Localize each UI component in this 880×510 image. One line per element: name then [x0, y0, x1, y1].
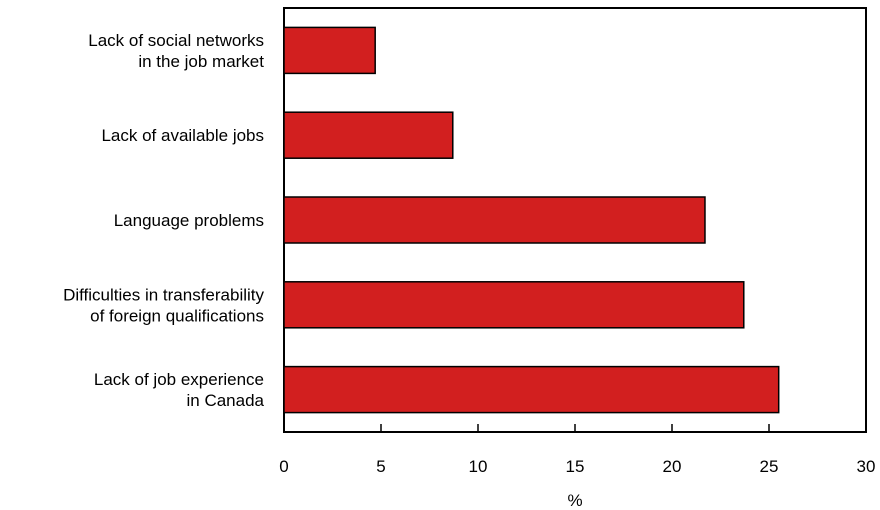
category-label-2-line-0: Language problems	[114, 211, 264, 230]
category-labels: Lack of social networks in the job market…	[63, 31, 264, 410]
x-tick-label-4: 20	[663, 457, 682, 476]
bar-4	[283, 365, 780, 414]
x-axis-ticks: 0 5 10 15 20 25 30	[279, 424, 875, 476]
x-tick-label-5: 25	[760, 457, 779, 476]
bar-3	[283, 281, 745, 329]
category-label-4-line-1: in Canada	[186, 391, 264, 410]
x-tick-label-1: 5	[376, 457, 385, 476]
x-tick-label-0: 0	[279, 457, 288, 476]
category-label-3-line-0: Difficulties in transferability	[63, 285, 264, 304]
x-axis-title: %	[567, 491, 582, 510]
bar-0	[283, 26, 376, 75]
bar-2	[283, 196, 706, 244]
bar-1	[283, 111, 454, 159]
x-tick-label-3: 15	[566, 457, 585, 476]
category-label-1-line-0: Lack of available jobs	[101, 126, 264, 145]
x-tick-label-2: 10	[469, 457, 488, 476]
category-label-0-line-1: in the job market	[138, 52, 264, 71]
category-label-0-line-0: Lack of social networks	[88, 31, 264, 50]
x-tick-label-6: 30	[857, 457, 876, 476]
category-label-4-line-0: Lack of job experience	[94, 370, 264, 389]
bars-group	[283, 26, 780, 414]
category-label-3-line-1: of foreign qualifications	[90, 306, 264, 325]
